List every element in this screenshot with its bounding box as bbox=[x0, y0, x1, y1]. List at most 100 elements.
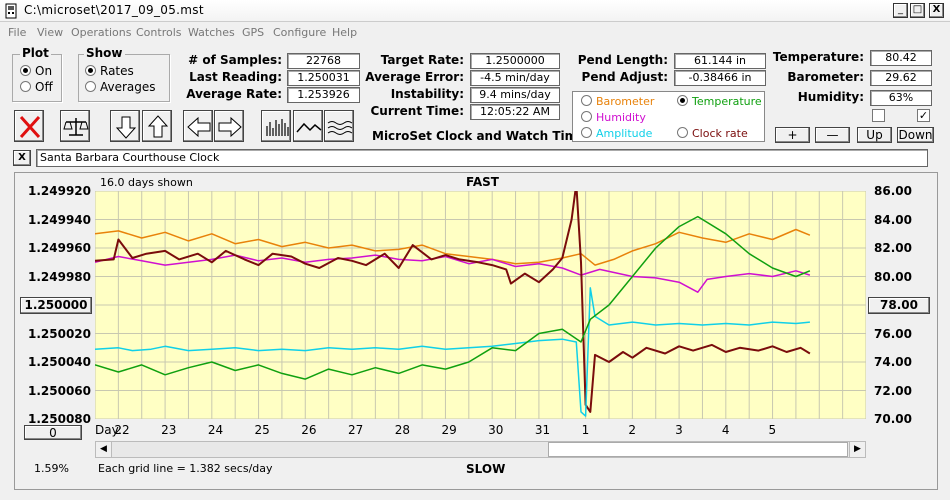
checkbox-2[interactable]: ✓ bbox=[917, 109, 930, 122]
day-tick-label: 28 bbox=[394, 423, 410, 437]
aux-humidity-radio[interactable]: Humidity bbox=[581, 111, 646, 124]
left-tick-8: 1.250080 bbox=[28, 412, 92, 426]
day-tick-label: 26 bbox=[301, 423, 317, 437]
left-tick-1: 1.249940 bbox=[28, 213, 92, 227]
arrow-up-icon bbox=[147, 115, 169, 138]
radio-selected-icon bbox=[85, 65, 96, 76]
day-tick-label: 25 bbox=[254, 423, 270, 437]
series-clock-rate bbox=[95, 191, 811, 413]
plot-group-title: Plot bbox=[20, 46, 51, 60]
menu-watches[interactable]: Watches bbox=[188, 26, 235, 39]
checkbox-1[interactable] bbox=[872, 109, 885, 122]
waves-icon bbox=[327, 121, 353, 135]
balance-button[interactable] bbox=[60, 110, 90, 142]
samples-label: # of Samples: bbox=[188, 53, 282, 67]
humidity-field: 63% bbox=[870, 90, 932, 106]
day-tick-label: 4 bbox=[721, 423, 730, 437]
multi-line-view-button[interactable] bbox=[324, 110, 354, 142]
scroll-left-arrow-icon[interactable]: ◀ bbox=[96, 442, 112, 457]
arrow-down-icon bbox=[115, 116, 137, 139]
left-center-button[interactable]: 1.250000 bbox=[20, 297, 92, 314]
chart-left-button[interactable]: 0 bbox=[24, 425, 82, 440]
scale-plus-button[interactable]: + bbox=[775, 127, 810, 143]
plot-off-radio[interactable]: Off bbox=[20, 80, 53, 94]
right-tick-6: 74.00 bbox=[874, 355, 912, 369]
menu-controls[interactable]: Controls bbox=[136, 26, 182, 39]
menu-configure[interactable]: Configure bbox=[273, 26, 327, 39]
right-tick-0: 86.00 bbox=[874, 184, 912, 198]
scroll-thumb[interactable] bbox=[548, 442, 848, 457]
clock-name-input[interactable]: Santa Barbara Courthouse Clock bbox=[36, 149, 928, 167]
balance-scale-icon bbox=[63, 118, 89, 136]
aux-clock-rate-radio[interactable]: Clock rate bbox=[677, 127, 748, 140]
samples-field: 22768 bbox=[287, 53, 360, 69]
day-tick-label: 24 bbox=[207, 423, 224, 437]
arrow-left-icon bbox=[187, 116, 211, 138]
horizontal-scrollbar[interactable]: ◀ ▶ bbox=[95, 441, 866, 458]
menu-view[interactable]: View bbox=[37, 26, 64, 39]
radio-icon bbox=[20, 81, 31, 92]
pend-adjust-field: -0.38466 in bbox=[674, 70, 766, 86]
aux-plot-options: Barometer Temperature Humidity Amplitude… bbox=[572, 91, 765, 142]
plot-on-radio[interactable]: On bbox=[20, 64, 52, 78]
radio-icon bbox=[85, 81, 96, 92]
instability-field: 9.4 mins/day bbox=[470, 87, 560, 103]
left-tick-2: 1.249960 bbox=[28, 241, 92, 255]
pend-length-label: Pend Length: bbox=[577, 53, 668, 67]
day-tick-label: 3 bbox=[675, 423, 683, 437]
close-window-button[interactable]: X bbox=[929, 3, 944, 18]
aux-amplitude-radio[interactable]: Amplitude bbox=[581, 127, 652, 140]
left-arrow-button[interactable] bbox=[183, 110, 213, 142]
average-error-field: -4.5 min/day bbox=[470, 70, 560, 86]
right-center-button[interactable]: 78.00 bbox=[868, 297, 930, 314]
menu-bar: File View Operations Controls Watches GP… bbox=[0, 22, 950, 42]
down-arrow-button[interactable] bbox=[110, 110, 140, 142]
scroll-right-arrow-icon[interactable]: ▶ bbox=[849, 442, 865, 457]
barometer-field: 29.62 bbox=[870, 70, 932, 86]
show-averages-radio[interactable]: Averages bbox=[85, 80, 156, 94]
bars-icon bbox=[266, 119, 289, 136]
show-rates-radio[interactable]: Rates bbox=[85, 64, 134, 78]
minimize-button[interactable]: _ bbox=[893, 3, 908, 18]
day-axis-label: Day: bbox=[95, 423, 122, 437]
grid-note: Each grid line = 1.382 secs/day bbox=[98, 462, 273, 475]
title-bar: C:\microset\2017_09_05.mst _ □ X bbox=[0, 0, 950, 22]
right-tick-8: 70.00 bbox=[874, 412, 912, 426]
right-arrow-button[interactable] bbox=[214, 110, 244, 142]
menu-file[interactable]: File bbox=[8, 26, 27, 39]
clear-clock-button[interactable]: X bbox=[13, 150, 31, 166]
menu-operations[interactable]: Operations bbox=[71, 26, 132, 39]
left-tick-7: 1.250060 bbox=[28, 384, 92, 398]
up-arrow-button[interactable] bbox=[142, 110, 172, 142]
show-group-title: Show bbox=[84, 46, 125, 60]
left-tick-0: 1.249920 bbox=[28, 184, 92, 198]
day-tick-label: 27 bbox=[348, 423, 364, 437]
zoom-percent: 1.59% bbox=[34, 462, 69, 475]
radio-icon bbox=[677, 127, 688, 138]
app-icon bbox=[5, 3, 17, 19]
day-tick-label: 1 bbox=[581, 423, 590, 437]
maximize-button[interactable]: □ bbox=[910, 3, 925, 18]
show-group bbox=[78, 54, 170, 102]
scale-up-button[interactable]: Up bbox=[857, 127, 892, 143]
aux-temperature-radio[interactable]: Temperature bbox=[677, 95, 762, 108]
window-title: C:\microset\2017_09_05.mst bbox=[24, 3, 204, 17]
average-rate-field: 1.253926 bbox=[287, 87, 360, 103]
rate-chart bbox=[95, 191, 866, 419]
menu-help[interactable]: Help bbox=[332, 26, 358, 39]
day-tick-label: 29 bbox=[441, 423, 457, 437]
barometer-label: Barometer: bbox=[787, 70, 864, 84]
line-view-button[interactable] bbox=[293, 110, 323, 142]
menu-gps[interactable]: GPS bbox=[242, 26, 265, 39]
scale-down-button[interactable]: Down bbox=[897, 127, 934, 143]
pend-adjust-label: Pend Adjust: bbox=[581, 70, 668, 84]
app-caption: MicroSet Clock and Watch Timer bbox=[372, 129, 592, 143]
bar-view-button[interactable] bbox=[261, 110, 291, 142]
humidity-label: Humidity: bbox=[797, 90, 864, 104]
scale-minus-button[interactable]: — bbox=[815, 127, 850, 143]
aux-barometer-radio[interactable]: Barometer bbox=[581, 95, 654, 108]
day-tick-label: 5 bbox=[768, 423, 777, 437]
stop-button[interactable] bbox=[14, 110, 44, 142]
plot-group bbox=[12, 54, 62, 102]
radio-icon bbox=[581, 111, 592, 122]
